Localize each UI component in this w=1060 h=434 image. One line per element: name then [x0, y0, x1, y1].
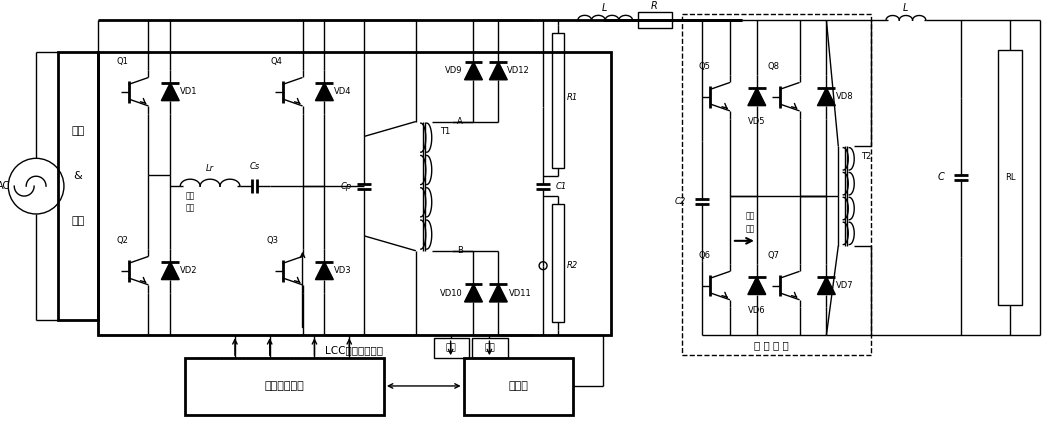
Text: R2: R2: [567, 261, 579, 270]
Text: LCC逆变谐振电路: LCC逆变谐振电路: [325, 345, 384, 355]
Text: C: C: [937, 172, 944, 182]
Polygon shape: [161, 262, 179, 279]
Text: VD8: VD8: [835, 92, 853, 101]
Text: 控制: 控制: [745, 211, 755, 220]
Bar: [637, 12, 672, 28]
Bar: [552, 33, 564, 168]
Text: 控制器: 控制器: [509, 381, 528, 391]
Text: Q8: Q8: [767, 62, 780, 71]
Text: T2: T2: [861, 152, 871, 161]
Bar: [999, 50, 1022, 306]
Bar: [186, 358, 384, 415]
Text: VD10: VD10: [440, 289, 463, 298]
Text: 全桥驱动电路: 全桥驱动电路: [265, 381, 304, 391]
Text: AC: AC: [0, 181, 10, 191]
Bar: [472, 338, 509, 358]
Text: VD9: VD9: [445, 66, 462, 76]
Polygon shape: [464, 284, 482, 302]
Text: C1: C1: [555, 182, 567, 191]
Text: 整流: 整流: [71, 126, 85, 136]
Polygon shape: [817, 88, 835, 105]
Text: Q1: Q1: [117, 57, 128, 66]
Polygon shape: [490, 62, 508, 80]
Polygon shape: [817, 276, 835, 295]
Text: VD7: VD7: [835, 281, 853, 290]
Text: C2: C2: [674, 197, 686, 206]
Text: Cp: Cp: [340, 182, 352, 191]
Bar: [683, 14, 871, 355]
Text: VD5: VD5: [748, 117, 765, 126]
Text: &: &: [73, 171, 83, 181]
Text: VD1: VD1: [179, 87, 197, 96]
Polygon shape: [748, 88, 765, 105]
Bar: [463, 358, 572, 415]
Text: 脉冲: 脉冲: [186, 204, 195, 213]
Text: L: L: [602, 3, 607, 13]
Text: VD11: VD11: [509, 289, 532, 298]
Polygon shape: [316, 83, 333, 101]
Polygon shape: [748, 276, 765, 295]
Text: VD2: VD2: [179, 266, 197, 275]
Text: L: L: [903, 3, 908, 13]
Text: R1: R1: [567, 93, 579, 102]
Text: A: A: [457, 117, 462, 126]
Text: 电流: 电流: [484, 344, 495, 353]
Text: Lr: Lr: [206, 164, 214, 173]
Text: T1: T1: [441, 127, 450, 136]
Text: VD4: VD4: [334, 87, 351, 96]
Text: R: R: [651, 1, 658, 11]
Polygon shape: [316, 262, 333, 279]
Bar: [434, 338, 469, 358]
Text: RL: RL: [1005, 173, 1015, 182]
Text: VD12: VD12: [507, 66, 530, 76]
Text: Cs: Cs: [250, 162, 260, 171]
Text: Q7: Q7: [767, 251, 780, 260]
Text: 全 桥 逆 变: 全 桥 逆 变: [755, 340, 789, 350]
Circle shape: [540, 262, 547, 270]
Polygon shape: [464, 62, 482, 80]
Text: Q2: Q2: [117, 237, 128, 245]
Text: VD6: VD6: [748, 306, 765, 315]
Polygon shape: [161, 83, 179, 101]
Text: 控制: 控制: [186, 191, 195, 201]
Text: Q5: Q5: [699, 62, 710, 71]
Text: 滤波: 滤波: [71, 216, 85, 226]
Bar: [58, 52, 98, 320]
Text: Q6: Q6: [699, 251, 710, 260]
Bar: [552, 204, 564, 322]
Text: Q3: Q3: [267, 237, 279, 245]
Text: B: B: [457, 246, 462, 255]
Bar: [98, 52, 611, 335]
Polygon shape: [490, 284, 508, 302]
Text: 电压: 电压: [445, 344, 456, 353]
Text: VD3: VD3: [334, 266, 351, 275]
Text: Q4: Q4: [270, 57, 283, 66]
Text: 脉冲: 脉冲: [745, 224, 755, 233]
